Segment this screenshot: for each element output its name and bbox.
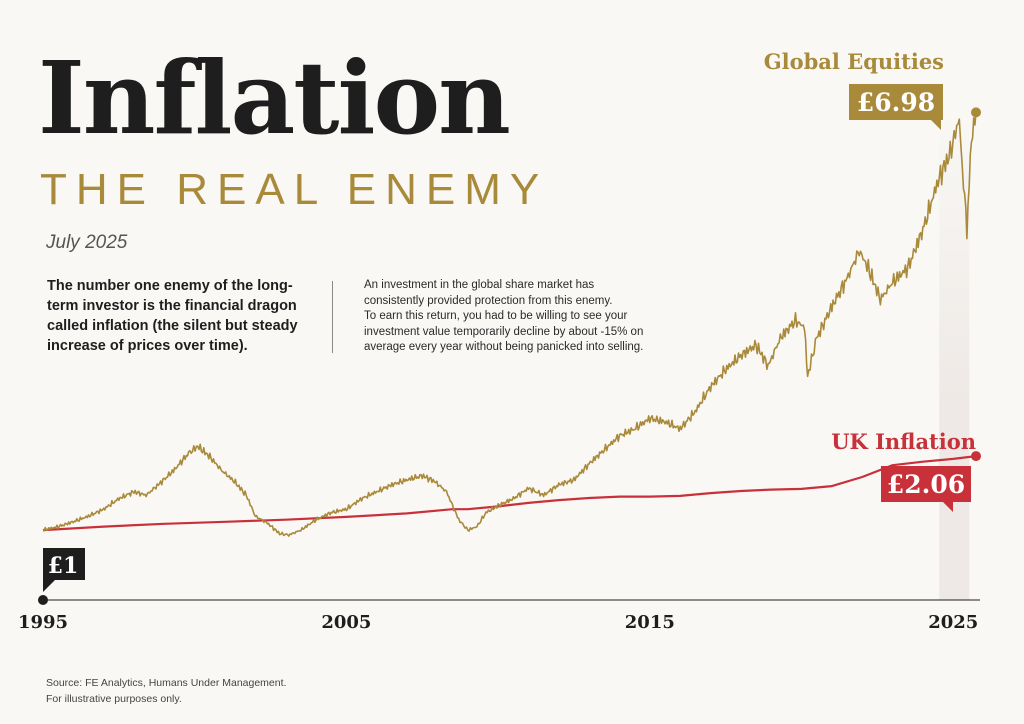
- series-end-point-0: [971, 107, 981, 118]
- page-title: Inflation: [38, 39, 511, 157]
- x-tick-label-2015: 2015: [625, 612, 675, 633]
- series-value-label-0: £6.98: [857, 88, 935, 117]
- x-tick-label-1995: 1995: [18, 612, 68, 633]
- source-text: Source: FE Analytics, Humans Under Manag…: [46, 677, 287, 689]
- intro-body-line: An investment in the global share market…: [364, 279, 595, 291]
- series-end-point-1: [971, 451, 981, 462]
- series-value-label-1: £2.06: [887, 470, 965, 499]
- report-date: July 2025: [46, 232, 128, 253]
- series-line-0: [42, 112, 977, 537]
- series-name-1: UK Inflation: [831, 429, 976, 454]
- source-note: Source: FE Analytics, Humans Under Manag…: [46, 675, 286, 707]
- start-point: [38, 595, 48, 605]
- x-tick-label-2025: 2025: [928, 612, 978, 633]
- series-value-box-0: [849, 84, 943, 130]
- series-value-box-1: [881, 466, 971, 512]
- intro-body-line: To earn this return, you had to be willi…: [364, 310, 628, 322]
- page-subtitle: THE REAL ENEMY: [40, 165, 549, 214]
- series-line-1: [42, 455, 977, 532]
- intro-body: An investment in the global share market…: [364, 278, 694, 356]
- latest-period-band: [939, 110, 970, 600]
- intro-body-line: consistently provided protection from th…: [364, 294, 613, 307]
- intro-lead: The number one enemy of the long-term in…: [47, 278, 298, 354]
- intro-body-line: investment value temporarily decline by …: [364, 325, 644, 338]
- start-value-box: [43, 548, 85, 592]
- intro-body-line: average every year without being panicke…: [364, 341, 644, 353]
- start-value-label: £1: [48, 553, 79, 579]
- series-name-0: Global Equities: [764, 49, 944, 74]
- x-tick-label-2005: 2005: [321, 612, 371, 633]
- disclaimer-text: For illustrative purposes only.: [46, 693, 182, 705]
- column-divider: [332, 281, 333, 353]
